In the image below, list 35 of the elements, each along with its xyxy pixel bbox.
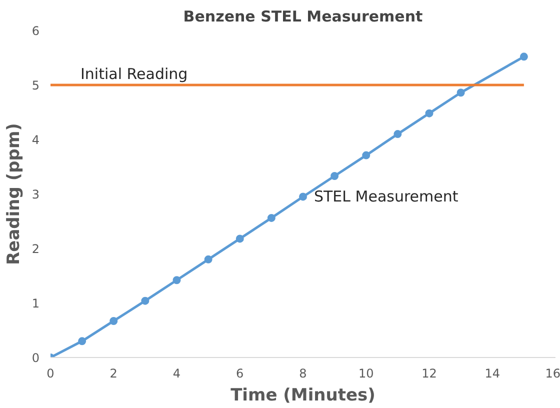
point <box>267 214 276 222</box>
y-axis-title: Reading (ppm) <box>4 123 24 265</box>
point <box>110 316 118 325</box>
x-tick-label: 2 <box>110 366 118 380</box>
point <box>299 192 307 201</box>
point <box>236 234 244 243</box>
x-axis-title: Time (Minutes) <box>230 386 376 406</box>
y-tick-label: 4 <box>32 133 40 147</box>
chart-title: Benzene STEL Measurement <box>183 8 423 26</box>
point <box>425 109 434 118</box>
point <box>520 52 528 61</box>
x-tick-label: 10 <box>358 366 374 380</box>
series-label: Initial Reading <box>80 65 188 83</box>
point <box>204 255 212 264</box>
series-label: STEL Measurement <box>314 187 458 206</box>
point <box>456 88 465 97</box>
y-tick-label: 6 <box>32 24 40 38</box>
y-tick-label: 5 <box>32 78 40 92</box>
y-tick-label: 1 <box>32 296 40 310</box>
x-tick-label: 6 <box>236 366 244 380</box>
point <box>362 151 370 160</box>
x-tick-label: 12 <box>422 366 437 380</box>
x-tick-label: 8 <box>299 366 307 380</box>
x-tick-label: 0 <box>46 366 54 380</box>
point <box>172 276 181 284</box>
y-tick-label: 3 <box>32 188 40 202</box>
y-tick-label: 0 <box>32 351 40 365</box>
point <box>330 172 339 180</box>
x-tick-label: 4 <box>172 366 181 380</box>
x-tick-label: 16 <box>545 366 560 380</box>
x-tick-label: 14 <box>484 366 500 380</box>
y-tick-label: 2 <box>32 242 40 256</box>
point <box>394 130 402 138</box>
point <box>141 296 150 305</box>
point <box>78 337 86 346</box>
